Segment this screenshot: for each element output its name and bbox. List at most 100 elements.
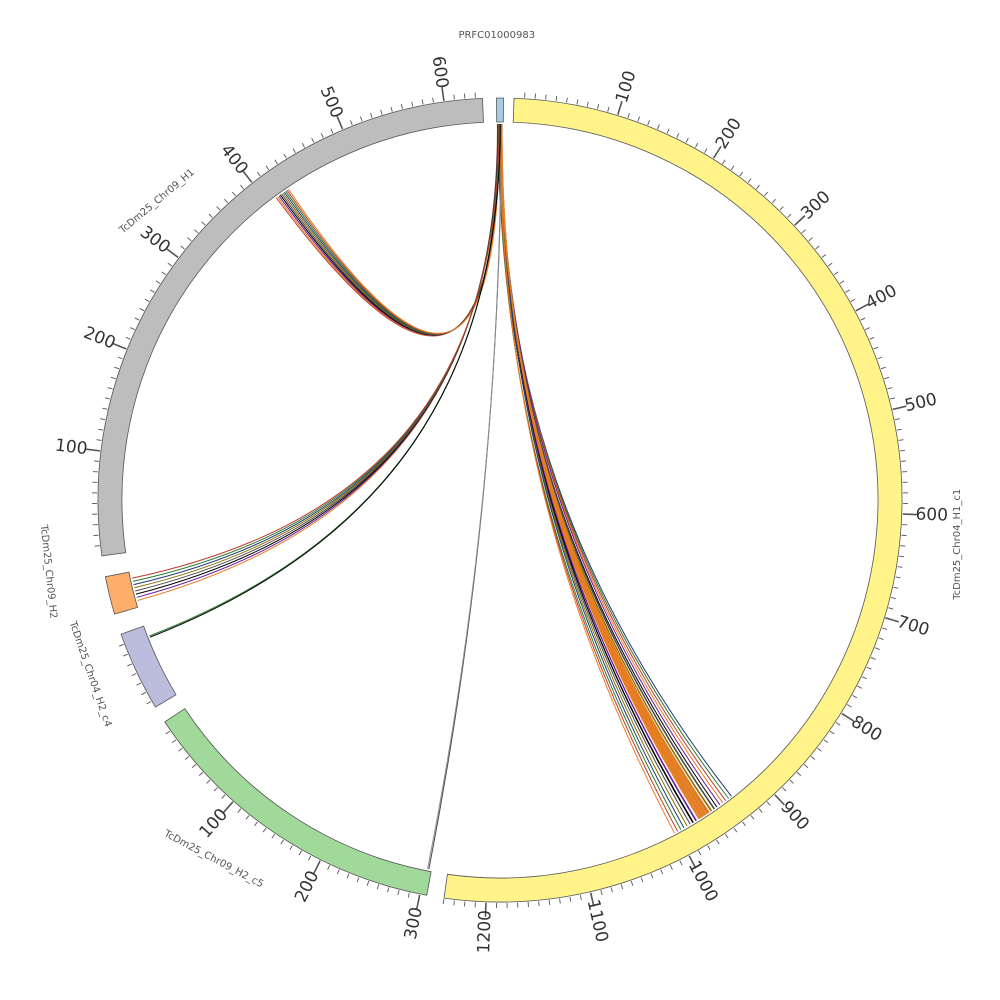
- links-layer: [132, 123, 732, 870]
- minor-tick: [271, 833, 276, 839]
- link-ribbon: [499, 123, 724, 804]
- minor-tick: [104, 397, 110, 400]
- minor-tick: [118, 644, 124, 647]
- minor-tick: [857, 685, 863, 689]
- link-ribbon: [501, 124, 701, 819]
- minor-tick: [884, 376, 890, 380]
- minor-tick: [350, 120, 353, 126]
- minor-tick: [144, 298, 150, 302]
- minor-tick: [320, 133, 324, 138]
- link-ribbon: [497, 124, 697, 821]
- minor-tick: [637, 116, 640, 122]
- minor-tick: [850, 298, 856, 302]
- minor-tick: [829, 730, 835, 735]
- minor-tick: [869, 336, 875, 340]
- minor-tick: [262, 827, 267, 833]
- minor-tick: [897, 566, 903, 568]
- minor-tick: [146, 701, 152, 705]
- tick-label: 700: [895, 612, 932, 641]
- minor-tick: [289, 845, 293, 850]
- link-ribbon: [500, 123, 708, 815]
- minor-tick: [815, 245, 820, 250]
- major-tick: [892, 405, 907, 411]
- tick-label: 100: [612, 68, 641, 105]
- minor-tick: [559, 898, 561, 904]
- minor-tick: [376, 884, 380, 890]
- major-tick: [441, 86, 445, 102]
- link-ribbon: [497, 124, 682, 830]
- tick-label: 200: [712, 115, 746, 153]
- link-ribbon: [500, 124, 706, 816]
- major-tick: [688, 855, 697, 869]
- minor-tick: [231, 191, 236, 197]
- minor-tick: [265, 165, 270, 171]
- minor-tick: [878, 637, 884, 640]
- minor-tick: [221, 794, 226, 799]
- minor-tick: [178, 747, 183, 752]
- minor-tick: [102, 407, 108, 410]
- minor-tick: [208, 213, 213, 218]
- minor-tick: [198, 771, 204, 776]
- minor-tick: [640, 877, 644, 883]
- minor-tick: [852, 694, 858, 699]
- minor-tick: [311, 137, 315, 143]
- minor-tick: [669, 865, 673, 870]
- minor-tick: [827, 262, 833, 267]
- minor-tick: [694, 142, 699, 148]
- minor-tick: [98, 428, 104, 431]
- link-ribbon: [501, 124, 703, 818]
- tick-label: 1200: [474, 910, 495, 954]
- minor-tick: [110, 376, 116, 380]
- minor-tick: [167, 262, 173, 267]
- minor-tick: [254, 821, 258, 827]
- sequence-label: TcDm25_Chr04_H1_c1: [952, 489, 963, 601]
- minor-tick: [821, 254, 827, 258]
- sequence-label: TcDm25_Chr09_H1: [117, 167, 197, 237]
- minor-tick: [739, 171, 744, 177]
- minor-tick: [730, 165, 735, 171]
- minor-tick: [201, 221, 206, 226]
- link-ribbon: [500, 124, 705, 816]
- minor-tick: [245, 815, 250, 820]
- minor-tick: [758, 808, 763, 813]
- minor-tick: [155, 280, 161, 284]
- minor-tick: [548, 899, 551, 906]
- minor-tick: [397, 890, 400, 896]
- link-ribbon: [500, 124, 706, 816]
- link-ribbon: [287, 123, 500, 334]
- segment-prfc01000983: [496, 97, 504, 123]
- minor-tick: [206, 779, 211, 784]
- minor-tick: [453, 900, 455, 906]
- link-ribbon: [498, 124, 679, 832]
- minor-tick: [411, 101, 414, 107]
- minor-tick: [870, 657, 876, 660]
- tick-label: 400: [862, 281, 900, 314]
- tick-label: 200: [291, 868, 323, 906]
- tick-label: 1100: [583, 898, 612, 945]
- minor-tick: [896, 428, 902, 431]
- minor-tick: [555, 95, 558, 101]
- minor-tick: [796, 771, 802, 776]
- minor-tick: [579, 894, 582, 900]
- link-ribbon: [497, 124, 718, 808]
- link-ribbon: [499, 123, 688, 827]
- minor-tick: [704, 148, 708, 153]
- minor-tick: [724, 833, 729, 839]
- link-ribbon: [498, 124, 715, 810]
- minor-tick: [685, 137, 689, 143]
- minor-tick: [224, 198, 229, 204]
- link-ribbon: [500, 124, 721, 806]
- link-ribbon: [499, 123, 694, 824]
- minor-tick: [716, 839, 720, 845]
- link-ribbon: [499, 123, 709, 814]
- minor-tick: [122, 653, 128, 657]
- major-tick: [86, 448, 101, 452]
- minor-tick: [803, 764, 809, 769]
- link-ribbon: [149, 123, 501, 638]
- major-tick: [166, 248, 179, 259]
- minor-tick: [136, 682, 142, 686]
- major-tick: [242, 170, 253, 183]
- minor-tick: [187, 237, 192, 242]
- minor-tick: [453, 94, 455, 100]
- minor-tick: [191, 764, 197, 769]
